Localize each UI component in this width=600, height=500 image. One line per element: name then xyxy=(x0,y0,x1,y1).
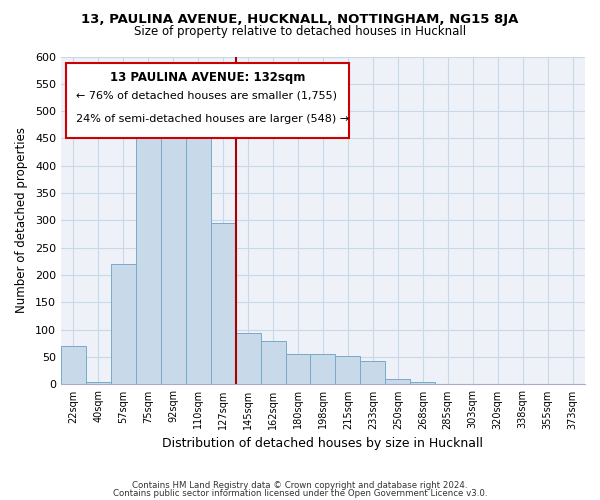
Bar xyxy=(161,125,186,384)
Bar xyxy=(186,138,211,384)
Text: 13 PAULINA AVENUE: 132sqm: 13 PAULINA AVENUE: 132sqm xyxy=(110,72,305,85)
Text: Contains HM Land Registry data © Crown copyright and database right 2024.: Contains HM Land Registry data © Crown c… xyxy=(132,481,468,490)
Bar xyxy=(385,379,410,384)
Text: 13, PAULINA AVENUE, HUCKNALL, NOTTINGHAM, NG15 8JA: 13, PAULINA AVENUE, HUCKNALL, NOTTINGHAM… xyxy=(82,12,518,26)
Bar xyxy=(111,264,136,384)
Bar xyxy=(335,356,361,384)
Text: Size of property relative to detached houses in Hucknall: Size of property relative to detached ho… xyxy=(134,25,466,38)
Y-axis label: Number of detached properties: Number of detached properties xyxy=(15,128,28,314)
Bar xyxy=(211,223,236,384)
X-axis label: Distribution of detached houses by size in Hucknall: Distribution of detached houses by size … xyxy=(163,437,484,450)
Bar xyxy=(236,332,260,384)
Bar xyxy=(260,340,286,384)
Bar xyxy=(136,128,161,384)
Text: 24% of semi-detached houses are larger (548) →: 24% of semi-detached houses are larger (… xyxy=(76,114,349,124)
Bar xyxy=(286,354,310,384)
Bar xyxy=(310,354,335,384)
Text: Contains public sector information licensed under the Open Government Licence v3: Contains public sector information licen… xyxy=(113,489,487,498)
Bar xyxy=(410,382,435,384)
Bar xyxy=(361,362,385,384)
Text: ← 76% of detached houses are smaller (1,755): ← 76% of detached houses are smaller (1,… xyxy=(76,91,337,101)
Bar xyxy=(86,382,111,384)
Bar xyxy=(61,346,86,385)
FancyBboxPatch shape xyxy=(66,63,349,138)
